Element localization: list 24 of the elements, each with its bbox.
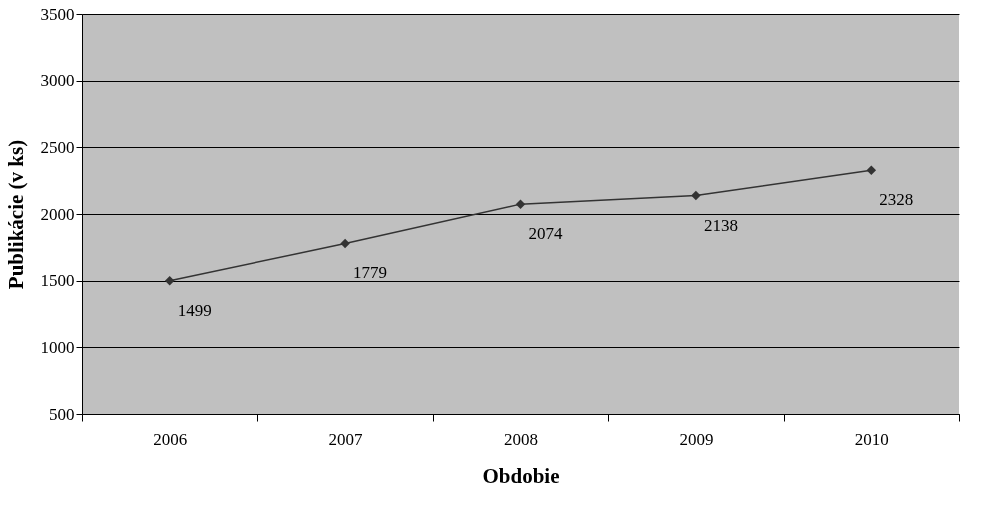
- data-label: 2074: [528, 224, 563, 244]
- x-tick-label: 2007: [328, 429, 364, 449]
- y-tick-label: 500: [49, 404, 75, 424]
- point: [515, 199, 526, 209]
- data-label: 1779: [353, 263, 388, 283]
- y-tick-label: 1500: [40, 271, 75, 291]
- y-tick-label: 2500: [40, 137, 75, 157]
- point: [340, 238, 350, 249]
- y-tick-label: 3500: [40, 4, 75, 24]
- data-label: 2138: [703, 215, 738, 235]
- point: [164, 276, 175, 286]
- y-tick-label: 1000: [40, 337, 75, 357]
- y-tick-label: 2000: [40, 204, 75, 224]
- x-tick-label: 2009: [679, 429, 714, 449]
- x-tick-label: 2008: [504, 429, 538, 449]
- y-tick-label: 3000: [40, 71, 75, 91]
- data-label: 1499: [177, 300, 212, 320]
- x-tick-label: 2010: [854, 429, 889, 449]
- point: [691, 190, 701, 201]
- data-label: 2328: [879, 190, 914, 210]
- y-axis-title: Publikácie (v ks): [3, 139, 28, 290]
- point: [866, 165, 877, 176]
- x-tick-label: 2006: [153, 429, 188, 449]
- x-axis-title: Obdobie: [482, 463, 560, 488]
